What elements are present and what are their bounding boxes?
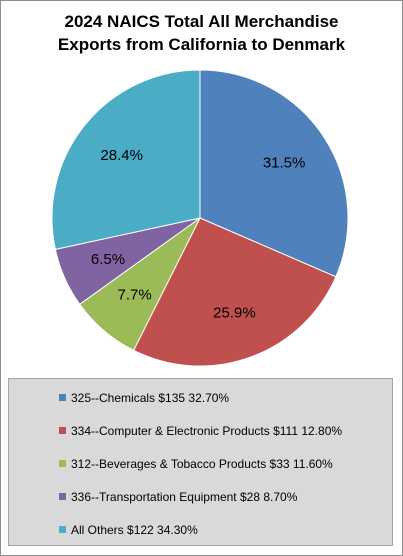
- pie-slice-all-others: [51, 69, 201, 250]
- legend-label-all-others: All Others $122 34.30%: [71, 523, 198, 537]
- legend-item-all-others: All Others $122 34.30%: [59, 523, 198, 537]
- legend-label-computer-electronic: 334--Computer & Electronic Products $111…: [71, 424, 343, 438]
- chart-title: 2024 NAICS Total All Merchandise Exports…: [0, 10, 403, 56]
- pie-chart: 31.5% 25.9% 7.7% 6.5% 28.4%: [51, 69, 349, 367]
- legend-item-transportation: 336--Transportation Equipment $28 8.70%: [59, 490, 297, 504]
- pie-slice-computer-electronic: [132, 217, 337, 367]
- slice-label-chemicals: 31.5%: [263, 155, 306, 172]
- legend-label-chemicals: 325--Chemicals $135 32.70%: [71, 391, 230, 405]
- legend-swatch-beverages-tobacco: [59, 460, 66, 467]
- slice-label-computer-electronic: 25.9%: [213, 305, 256, 322]
- legend-swatch-chemicals: [59, 394, 66, 401]
- legend: 325--Chemicals $135 32.70% 334--Computer…: [8, 378, 393, 546]
- legend-swatch-all-others: [59, 526, 66, 533]
- slice-label-transportation: 6.5%: [91, 251, 125, 268]
- legend-swatch-computer-electronic: [59, 427, 66, 434]
- legend-item-computer-electronic: 334--Computer & Electronic Products $111…: [59, 424, 342, 438]
- legend-swatch-transportation: [59, 493, 66, 500]
- pie-slice-chemicals: [199, 69, 349, 278]
- legend-item-beverages-tobacco: 312--Beverages & Tobacco Products $33 11…: [59, 457, 333, 471]
- slice-label-all-others: 28.4%: [100, 147, 143, 164]
- legend-label-beverages-tobacco: 312--Beverages & Tobacco Products $33 11…: [71, 457, 333, 471]
- chart-title-line-2: Exports from California to Denmark: [57, 35, 346, 54]
- chart-title-line-1: 2024 NAICS Total All Merchandise: [64, 12, 339, 31]
- legend-label-transportation: 336--Transportation Equipment $28 8.70%: [71, 490, 298, 504]
- slice-label-beverages-tobacco: 7.7%: [117, 287, 151, 304]
- legend-item-chemicals: 325--Chemicals $135 32.70%: [59, 391, 229, 405]
